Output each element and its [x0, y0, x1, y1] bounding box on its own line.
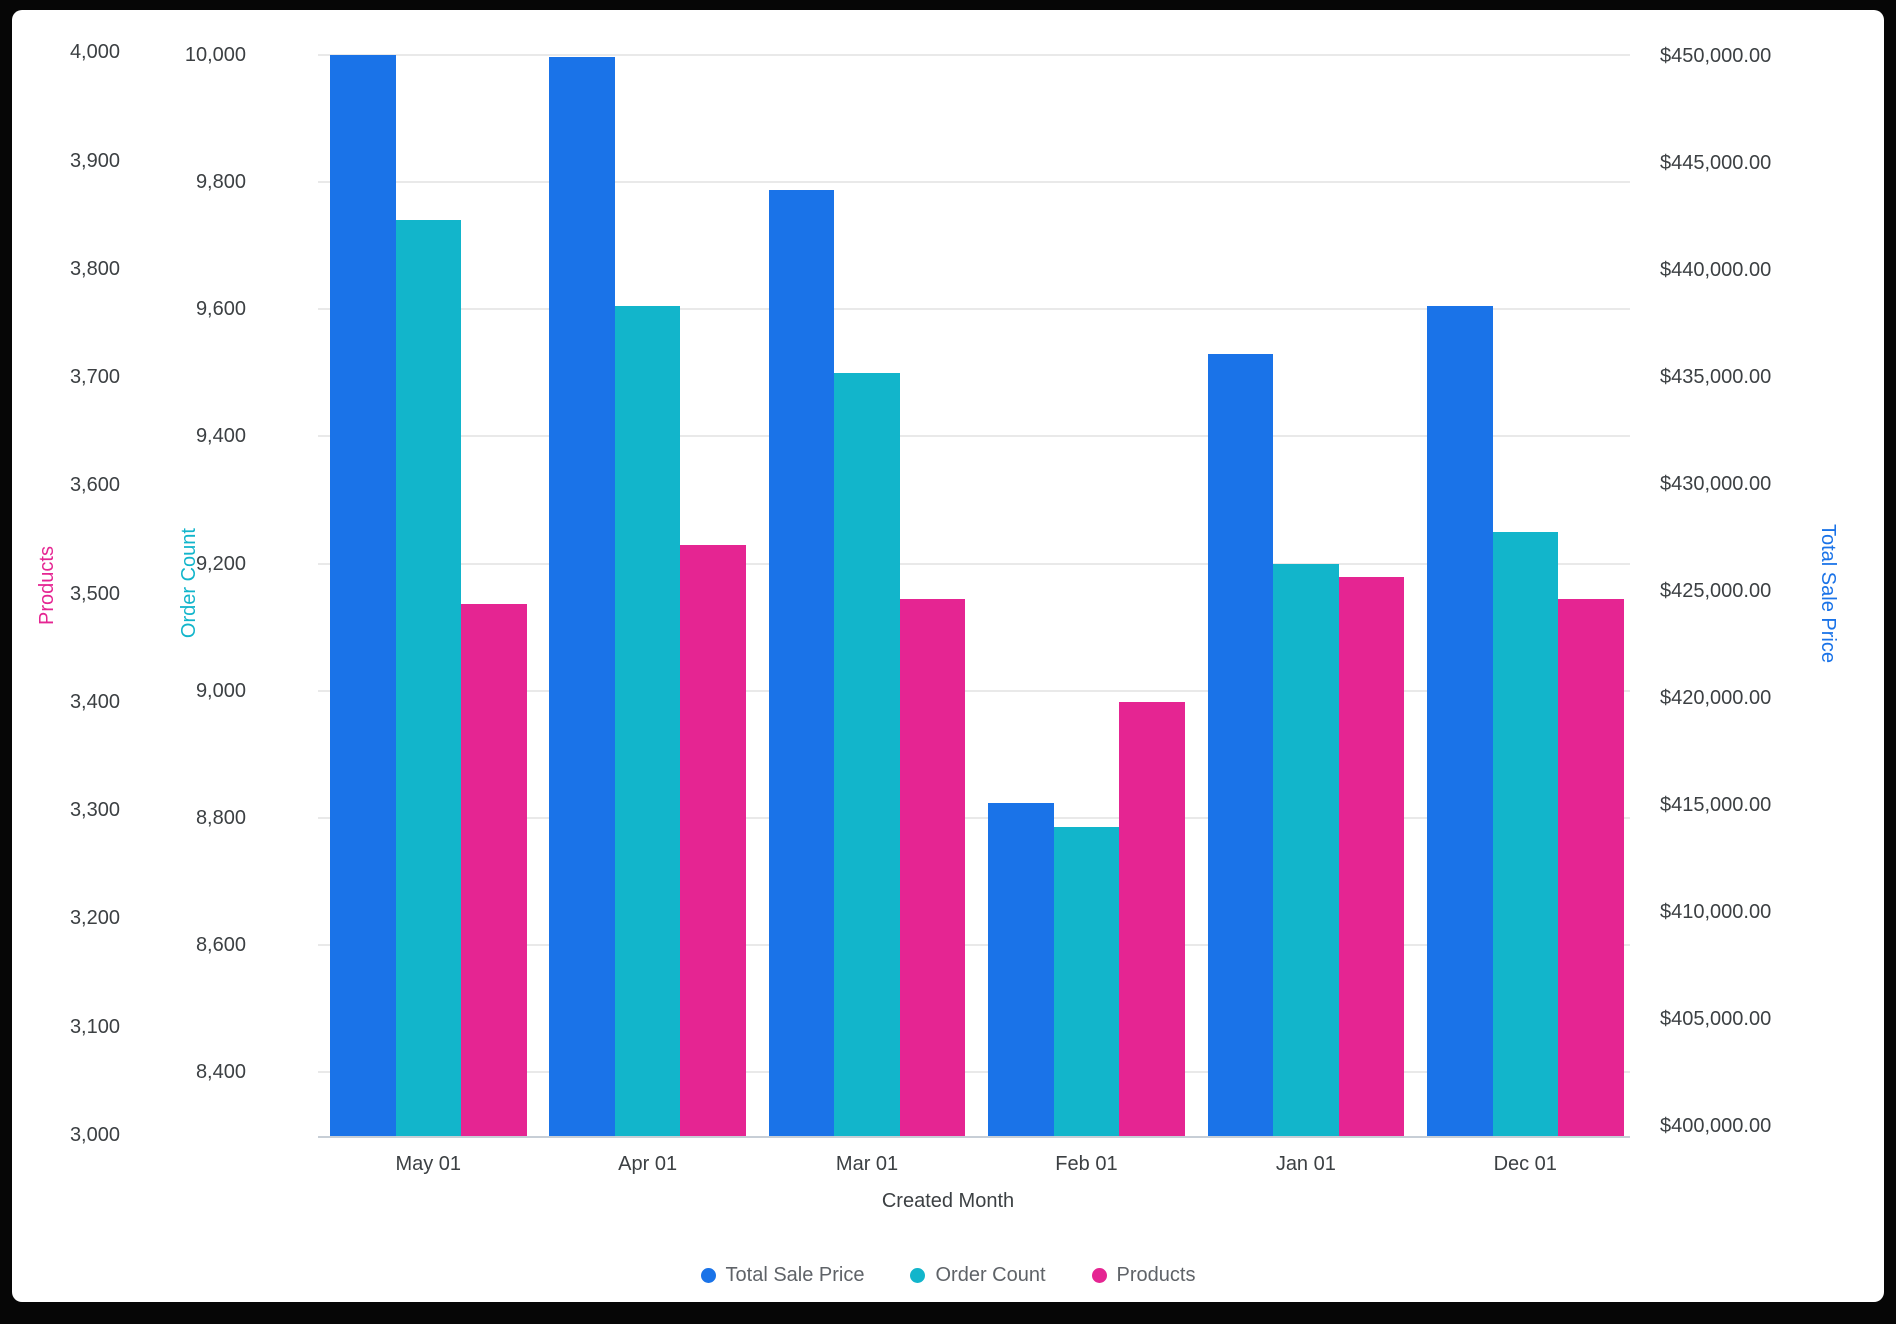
bar-total-sale-price-mar-01[interactable]	[768, 189, 835, 1137]
x-axis-title: Created Month	[881, 1190, 1015, 1212]
tick-label-products: 3,600	[69, 474, 120, 497]
tick-label-count: 10,000	[184, 43, 246, 66]
bar-order-count-mar-01[interactable]	[834, 372, 900, 1137]
legend: Total Sale Price Order Count Products	[0, 1260, 1896, 1290]
gridline	[318, 816, 1630, 819]
bar-order-count-apr-01[interactable]	[614, 306, 681, 1137]
bar-order-count-may-01[interactable]	[395, 220, 461, 1137]
bar-products-may-01[interactable]	[461, 604, 527, 1137]
gridline	[318, 53, 1630, 56]
tick-label-sale: $400,000.00	[1660, 1115, 1772, 1138]
tick-label-products: 3,700	[69, 366, 120, 389]
legend-label: Order Count	[935, 1263, 1046, 1286]
bar-total-sale-price-apr-01[interactable]	[549, 57, 615, 1137]
tick-label-sale: $410,000.00	[1660, 901, 1772, 924]
tick-label-count: 8,600	[195, 933, 246, 956]
tick-label-count: 8,800	[195, 806, 246, 829]
tick-label-count: 9,800	[195, 171, 246, 194]
bar-total-sale-price-feb-01[interactable]	[988, 802, 1054, 1137]
x-label-dec-01: Dec 01	[1493, 1153, 1557, 1175]
tick-label-count: 8,400	[195, 1061, 246, 1084]
bar-products-jan-01[interactable]	[1338, 577, 1405, 1137]
tick-label-products: 3,000	[69, 1123, 120, 1146]
x-label-jan-01: Jan 01	[1275, 1153, 1336, 1175]
x-label-feb-01: Feb 01	[1055, 1153, 1118, 1175]
tick-label-products: 3,800	[69, 257, 120, 280]
tick-label-count: 9,000	[195, 679, 246, 702]
legend-dot-icon	[910, 1267, 926, 1283]
tick-label-sale: $435,000.00	[1660, 366, 1772, 389]
bar-products-feb-01[interactable]	[1119, 701, 1185, 1137]
legend-item-order-count[interactable]: Order Count	[910, 1263, 1046, 1287]
tick-label-products: 3,300	[69, 799, 120, 822]
bar-order-count-jan-01[interactable]	[1273, 563, 1339, 1137]
legend-item-total-sale-price[interactable]: Total Sale Price	[700, 1263, 865, 1287]
tick-label-count: 9,600	[195, 298, 246, 321]
tick-label-sale: $440,000.00	[1660, 259, 1772, 282]
x-label-apr-01: Apr 01	[618, 1153, 678, 1175]
bar-products-mar-01[interactable]	[899, 599, 966, 1137]
y-axis-title-products: Products	[36, 546, 58, 625]
bar-products-apr-01[interactable]	[680, 544, 746, 1137]
bar-order-count-feb-01[interactable]	[1053, 827, 1120, 1137]
tick-label-sale: $450,000.00	[1660, 44, 1772, 67]
tick-label-count: 9,200	[195, 552, 246, 575]
gridline	[318, 435, 1630, 438]
tick-label-sale: $445,000.00	[1660, 152, 1772, 174]
gridline	[318, 308, 1630, 311]
gridline	[318, 562, 1630, 565]
bar-total-sale-price-jan-01[interactable]	[1207, 353, 1274, 1137]
tick-label-products: 3,400	[69, 690, 120, 713]
tick-label-sale: $415,000.00	[1660, 794, 1772, 817]
gridline	[318, 689, 1630, 692]
tick-label-sale: $405,000.00	[1660, 1008, 1772, 1031]
gridline	[318, 181, 1630, 184]
bar-total-sale-price-dec-01[interactable]	[1427, 306, 1493, 1137]
tick-label-products: 3,200	[69, 907, 120, 930]
legend-item-products[interactable]: Products	[1091, 1263, 1196, 1287]
x-axis-line	[318, 1136, 1630, 1138]
x-label-may-01: May 01	[395, 1153, 462, 1175]
tick-label-products: 3,100	[69, 1015, 120, 1038]
bar-total-sale-price-may-01[interactable]	[330, 54, 396, 1137]
bar-order-count-dec-01[interactable]	[1492, 531, 1558, 1137]
tick-label-sale: $425,000.00	[1660, 580, 1772, 603]
bar-products-dec-01[interactable]	[1558, 599, 1624, 1137]
tick-label-sale: $420,000.00	[1660, 687, 1772, 710]
tick-label-products: 4,000	[69, 41, 120, 64]
tick-label-products: 3,500	[69, 582, 120, 605]
y-axis-title-total-sale-price: Total Sale Price	[1817, 524, 1839, 663]
tick-label-sale: $430,000.00	[1660, 473, 1772, 496]
legend-label: Total Sale Price	[725, 1263, 865, 1286]
gridline	[318, 1071, 1630, 1074]
legend-dot-icon	[700, 1267, 716, 1283]
legend-label: Products	[1116, 1263, 1196, 1286]
x-label-mar-01: Mar 01	[835, 1153, 899, 1175]
tick-label-products: 3,900	[69, 149, 120, 172]
gridline	[318, 943, 1630, 946]
tick-label-count: 9,400	[195, 425, 246, 448]
legend-dot-icon	[1091, 1267, 1107, 1283]
y-axis-title-order-count: Order Count	[178, 528, 200, 639]
